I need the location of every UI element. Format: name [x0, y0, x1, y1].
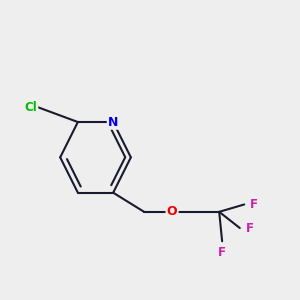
Text: F: F	[246, 221, 254, 235]
Text: N: N	[108, 116, 119, 128]
Text: Cl: Cl	[24, 101, 37, 114]
Text: F: F	[218, 246, 226, 259]
Text: O: O	[167, 205, 177, 218]
Text: F: F	[250, 198, 258, 211]
